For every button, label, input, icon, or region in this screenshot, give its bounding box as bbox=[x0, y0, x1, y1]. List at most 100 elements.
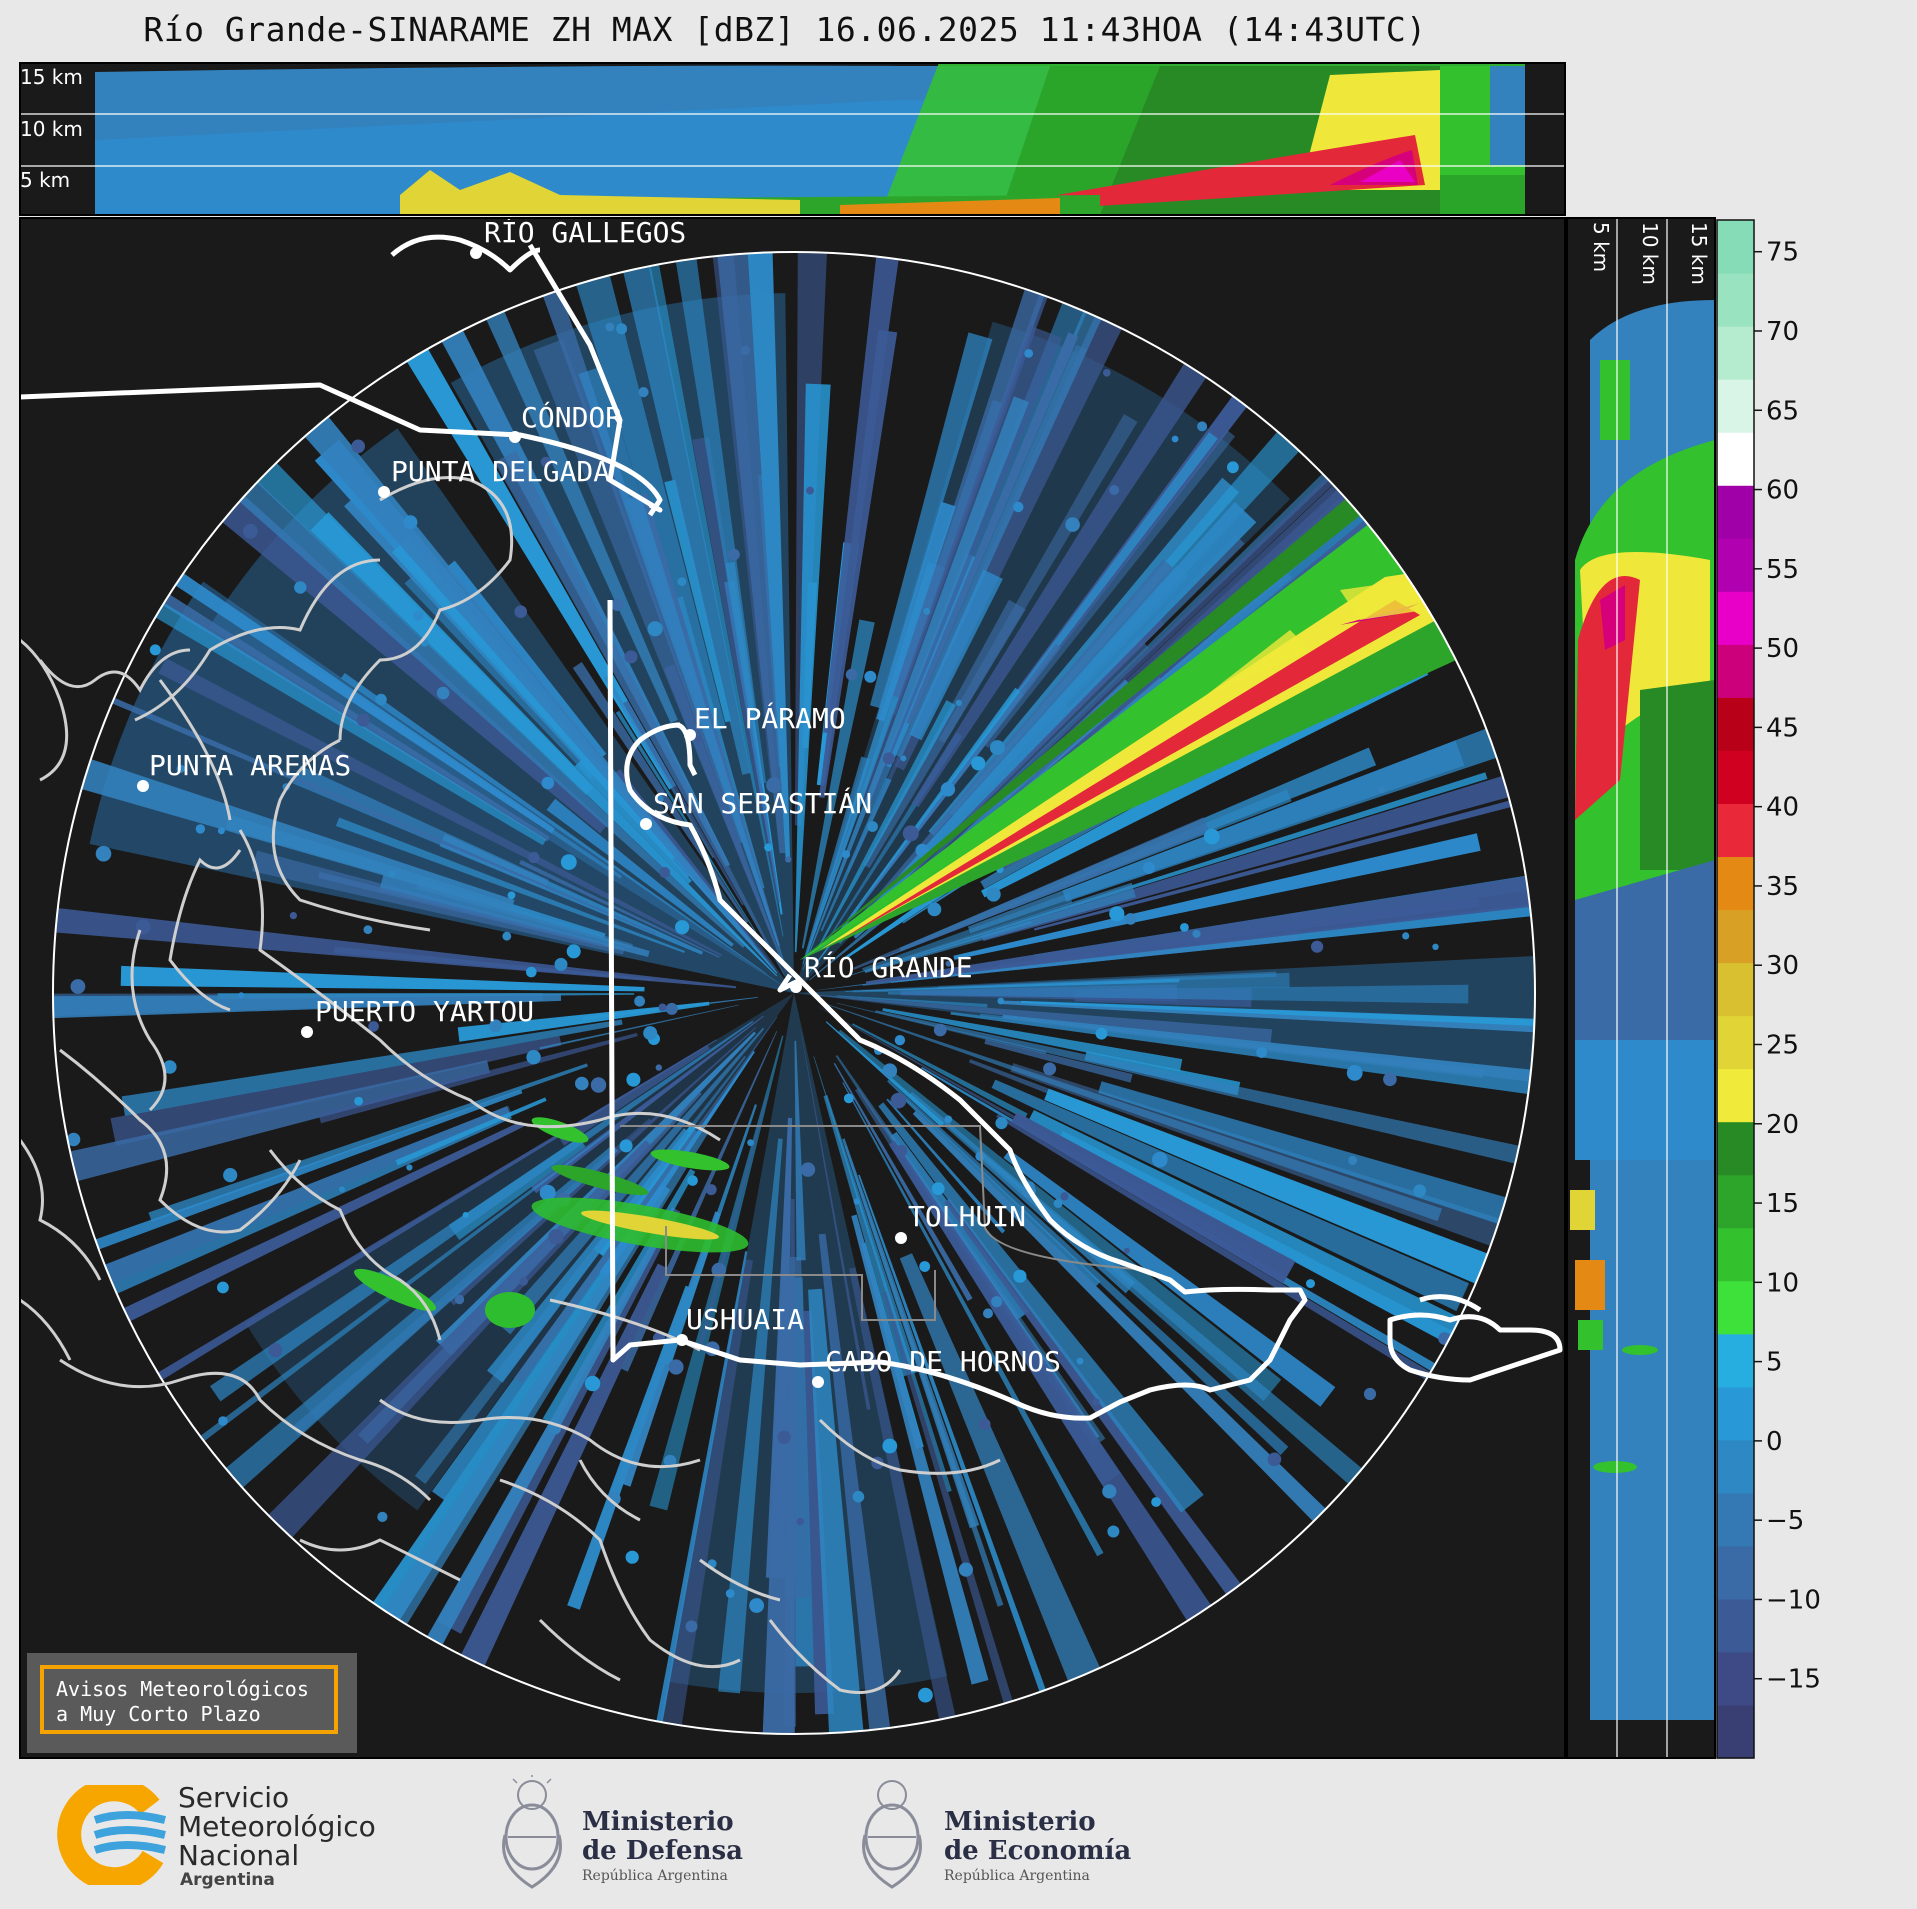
echo-ray bbox=[53, 678, 515, 912]
echo-dot bbox=[176, 764, 185, 773]
echo-dot bbox=[728, 548, 740, 561]
echo-ray bbox=[533, 339, 785, 968]
echo-ray bbox=[697, 1096, 768, 1351]
radar-echo-rays bbox=[53, 252, 1535, 1734]
echo-dot bbox=[1346, 1065, 1363, 1081]
echo-ray bbox=[1011, 1112, 1296, 1284]
echo-dot bbox=[368, 1021, 379, 1032]
colorbar-tick-label: 65 bbox=[1766, 396, 1799, 426]
colorbar-step bbox=[1717, 856, 1754, 911]
echo-dot bbox=[900, 755, 907, 762]
echo-ray bbox=[604, 676, 715, 859]
defensa-line-2: de Defensa bbox=[582, 1836, 743, 1866]
echo-dot bbox=[655, 1064, 662, 1071]
echo-ray bbox=[950, 1011, 1535, 1116]
echo-dot bbox=[1192, 929, 1201, 938]
colorbar-step bbox=[1717, 220, 1754, 274]
colorbar-step bbox=[1717, 697, 1754, 751]
echo-dot bbox=[1065, 517, 1080, 532]
colorbar-step bbox=[1717, 750, 1754, 804]
echo-ray bbox=[1098, 1081, 1535, 1326]
city-label-tolhuin: TOLHUIN bbox=[908, 1200, 1026, 1233]
echo-ray bbox=[514, 1016, 778, 1384]
colorbar-step bbox=[1717, 962, 1754, 1017]
city-label-condor: CÓNDOR bbox=[521, 400, 622, 434]
scattered-echoes-sw bbox=[353, 1117, 749, 1328]
colorbar-tick-label: 5 bbox=[1766, 1348, 1783, 1378]
economia-coat-of-arms-icon bbox=[862, 1780, 922, 1889]
echo-wedge bbox=[245, 993, 795, 1511]
echo-dot bbox=[740, 345, 751, 356]
echo-ray bbox=[446, 560, 607, 758]
echo-dot bbox=[796, 1517, 805, 1526]
echo-dot bbox=[864, 670, 877, 683]
colorbar-step bbox=[1717, 1492, 1754, 1547]
echo-ray bbox=[718, 1138, 783, 1694]
echo-ray bbox=[853, 817, 1210, 970]
echo-ray bbox=[836, 995, 988, 1008]
echo-ray bbox=[820, 1002, 1442, 1222]
echo-dot bbox=[1256, 1047, 1267, 1058]
echo-ray bbox=[546, 798, 734, 947]
echo-dot bbox=[238, 992, 245, 999]
side-label-15km: 15 km bbox=[1687, 222, 1711, 285]
echo-ray bbox=[888, 984, 1469, 1004]
echo-dot bbox=[526, 1050, 541, 1065]
echo-dot bbox=[243, 523, 258, 539]
city-label-cabo-de-hornos: CABO DE HORNOS bbox=[825, 1345, 1061, 1378]
echo-dot bbox=[195, 824, 206, 834]
echo-dot bbox=[541, 776, 555, 790]
echo-dot bbox=[1024, 349, 1034, 358]
top-label-5km: 5 km bbox=[20, 168, 70, 192]
echo-dot bbox=[747, 1139, 754, 1147]
colorbar-tick-label: 50 bbox=[1766, 634, 1799, 664]
echo-dot bbox=[1227, 461, 1239, 474]
echo-dot bbox=[514, 605, 527, 618]
echo-dot bbox=[711, 1262, 727, 1278]
echo-dot bbox=[882, 1063, 898, 1078]
echo-dot bbox=[806, 486, 814, 495]
echo-ray bbox=[615, 710, 757, 933]
echo-dot bbox=[902, 825, 919, 842]
colorbar-step bbox=[1717, 1386, 1754, 1441]
echo-ray bbox=[498, 1027, 765, 1335]
colorbar-tick-label: −10 bbox=[1766, 1585, 1821, 1615]
echo-dot bbox=[919, 1261, 931, 1272]
echo-dot bbox=[377, 1511, 388, 1522]
echo-ray bbox=[890, 1131, 1029, 1322]
echo-ray bbox=[794, 1040, 806, 1261]
echo-ray bbox=[539, 1004, 739, 1050]
echo-ray bbox=[899, 1253, 1113, 1710]
echo-dot bbox=[894, 1035, 906, 1046]
echo-ray bbox=[292, 765, 549, 889]
echo-dot bbox=[843, 1093, 854, 1104]
smn-line-2: Meteorológico bbox=[178, 1810, 376, 1843]
colorbar-step bbox=[1717, 1333, 1754, 1388]
echo-dot bbox=[338, 1186, 346, 1193]
echo-ray bbox=[638, 1251, 748, 1734]
echo-dot bbox=[356, 713, 370, 727]
echo-dot bbox=[1092, 1398, 1100, 1406]
echo-dot bbox=[540, 456, 552, 468]
economia-line-2: de Economía bbox=[944, 1836, 1132, 1866]
echo-ray bbox=[888, 1140, 1293, 1734]
echo-dot bbox=[1102, 1484, 1117, 1499]
strong-echo-sector bbox=[800, 460, 1515, 960]
echo-wedge bbox=[89, 581, 795, 993]
colorbar-tick-label: 15 bbox=[1766, 1189, 1799, 1219]
echo-dot bbox=[294, 581, 307, 594]
echo-dot bbox=[584, 1375, 601, 1392]
colorbar-step bbox=[1717, 1651, 1754, 1706]
echo-dot bbox=[986, 887, 1001, 902]
echo-ray bbox=[664, 479, 731, 723]
echo-dot bbox=[1383, 1072, 1397, 1087]
echo-dot bbox=[289, 912, 297, 920]
echo-ray bbox=[641, 1259, 753, 1734]
economia-text: Ministerio de Economía República Argenti… bbox=[944, 1808, 1132, 1885]
echo-ray bbox=[865, 867, 1535, 985]
echo-dot bbox=[575, 1076, 589, 1091]
radar-ppi-map: RÍO GALLEGOS CÓNDOR PUNTA DELGADA EL PÁR… bbox=[19, 215, 1566, 1759]
echo-ray bbox=[315, 1130, 708, 1729]
smn-country: Argentina bbox=[180, 1870, 275, 1890]
echo-dot bbox=[1043, 1062, 1057, 1076]
